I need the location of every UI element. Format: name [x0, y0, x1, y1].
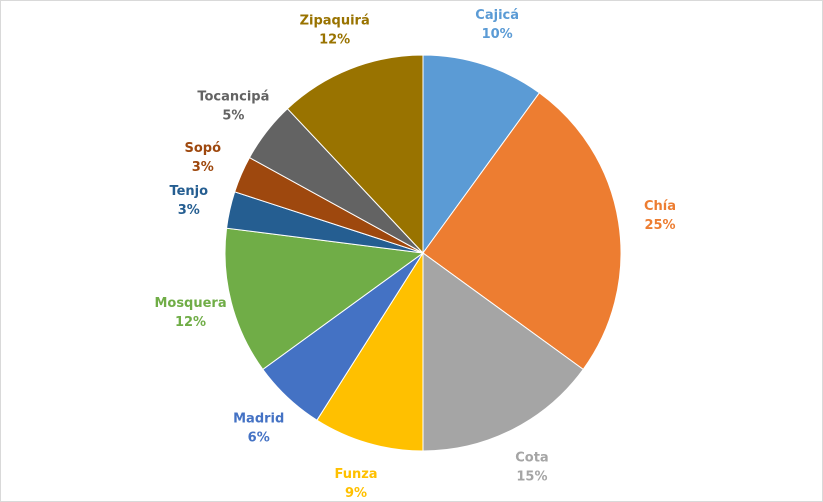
slice-label-value: 6% — [248, 430, 270, 445]
slice-label-value: 10% — [482, 27, 513, 42]
slice-label-name: Tocancipá — [197, 89, 269, 104]
slice-label-name: Tenjo — [169, 184, 208, 199]
pie-slice — [422, 252, 584, 452]
slice-label-value: 25% — [644, 218, 675, 233]
slice-label-name: Funza — [334, 467, 377, 482]
pie-slice — [286, 54, 424, 255]
slice-label-value: 3% — [192, 160, 214, 175]
slice-label-value: 5% — [222, 108, 244, 123]
slice-label-name: Sopó — [184, 141, 221, 156]
slice-label-value: 9% — [345, 486, 367, 501]
slice-label-value: 12% — [319, 32, 350, 47]
pie-slice — [316, 251, 424, 452]
pie-slice — [224, 227, 425, 371]
pie-slice — [422, 54, 541, 255]
slice-label-value: 3% — [178, 203, 200, 218]
slice-label-name: Madrid — [233, 411, 284, 426]
pie-slice — [422, 92, 622, 371]
slice-label-name: Zipaquirá — [300, 13, 370, 28]
slice-label-name: Mosquera — [154, 296, 226, 311]
slice-label-name: Cota — [515, 450, 548, 465]
slice-label-name: Cajicá — [475, 8, 519, 23]
slice-label-value: 15% — [516, 469, 547, 484]
slice-label-value: 12% — [175, 315, 206, 330]
slice-label-name: Chía — [644, 199, 676, 214]
